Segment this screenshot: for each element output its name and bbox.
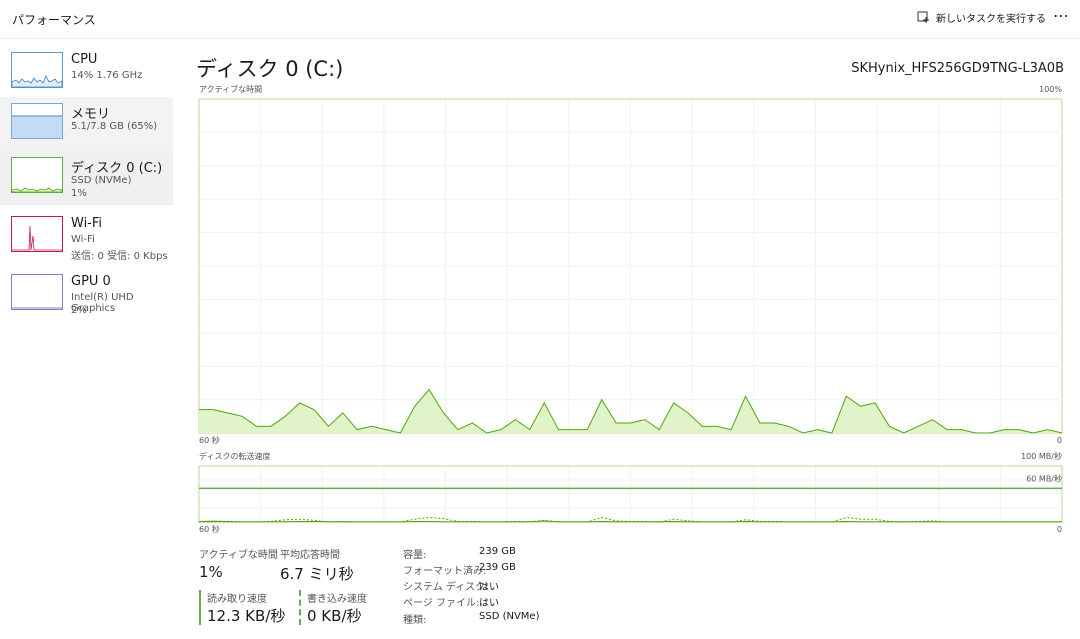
- run-task-button[interactable]: 新しいタスクを実行する: [917, 10, 1046, 25]
- write-rate-block: 書き込み速度 0 KB/秒: [299, 590, 367, 625]
- item-name: メモリ: [71, 107, 111, 122]
- run-task-icon: [917, 11, 929, 23]
- thumbnail: [11, 52, 63, 88]
- prop-key: システム ディスク:: [403, 582, 489, 593]
- y-tick-label: 60 MB/秒: [1026, 473, 1062, 483]
- prop-value: 239 GB: [479, 562, 516, 573]
- item-detail: Intel(R) UHD Graphics: [71, 292, 134, 314]
- prop-key: ページ ファイル:: [403, 598, 480, 609]
- run-task-label: 新しいタスクを実行する: [936, 14, 1046, 25]
- x-tick-label: 0: [1057, 436, 1062, 445]
- stat-value: 6.7 ミリ秒: [280, 565, 354, 583]
- area-line: [199, 388, 1063, 434]
- stat-value: 0 KB/秒: [307, 607, 362, 625]
- chart-title: ディスクの転送速度: [199, 451, 270, 461]
- sidebar-item[interactable]: Wi-Fi Wi-Fi 送信: 0 受信: 0 Kbps: [0, 210, 173, 264]
- thumbnail: [11, 103, 63, 139]
- chart-title: アクティブな時間: [199, 84, 262, 94]
- x-tick-label: 60 秒: [199, 435, 220, 445]
- stat-label: 平均応答時間: [280, 550, 340, 561]
- x-tick-label: 0: [1057, 525, 1062, 534]
- thumbnail: [11, 157, 63, 193]
- item-name: Wi-Fi: [71, 216, 103, 231]
- item-detail: SSD (NVMe): [71, 175, 132, 186]
- sidebar-item-selected[interactable]: ディスク 0 (C:) SSD (NVMe) 1%: [0, 151, 173, 205]
- header: パフォーマンス 新しいタスクを実行する ⋯: [0, 0, 1080, 39]
- charts: アクティブな時間 100% 60 秒 0 ディスクの転送速度 100 MB/秒 60 MB/…: [198, 84, 1063, 534]
- item-detail: 送信: 0 受信: 0 Kbps: [71, 251, 168, 262]
- disk-model: SKHynix_HFS256GD9TNG-L3A0B: [851, 61, 1064, 76]
- thumbnail: [11, 274, 63, 310]
- item-name: CPU: [71, 52, 98, 67]
- prop-key: 種類:: [403, 615, 427, 626]
- y-tick-label: 100 MB/秒: [1021, 451, 1062, 461]
- thumbnail: [11, 216, 63, 252]
- prop-value: はい: [479, 582, 499, 593]
- prop-key: 容量:: [403, 550, 427, 561]
- page-title: パフォーマンス: [12, 13, 96, 27]
- stat-value: 1%: [199, 563, 223, 581]
- prop-value: 239 GB: [479, 546, 516, 557]
- y-tick-label: 100%: [1039, 85, 1062, 94]
- stat-label: アクティブな時間: [199, 550, 278, 561]
- read-rate-block: 読み取り速度 12.3 KB/秒: [199, 590, 285, 625]
- stat-label: 書き込み速度: [307, 594, 367, 605]
- item-name: GPU 0: [71, 274, 111, 289]
- sidebar-item[interactable]: GPU 0 Intel(R) UHD Graphics 2%: [0, 268, 173, 322]
- more-button[interactable]: ⋯: [1053, 6, 1069, 25]
- sidebar-item[interactable]: メモリ 5.1/7.8 GB (65%): [0, 97, 173, 151]
- item-detail: 1%: [71, 188, 87, 199]
- stat-value: 12.3 KB/秒: [207, 607, 286, 625]
- prop-value: はい: [479, 598, 499, 609]
- prop-key: フォーマット済み:: [403, 566, 487, 577]
- item-detail: Wi-Fi: [71, 234, 95, 245]
- item-detail: 5.1/7.8 GB (65%): [71, 121, 158, 132]
- sidebar-item[interactable]: CPU 14% 1.76 GHz: [0, 46, 173, 100]
- item-name: ディスク 0 (C:): [71, 161, 163, 176]
- prop-value: SSD (NVMe): [479, 611, 540, 622]
- stat-label: 読み取り速度: [207, 594, 267, 605]
- x-tick-label: 60 秒: [199, 524, 220, 534]
- disk-title: ディスク 0 (C:): [196, 57, 344, 81]
- item-detail: 14% 1.76 GHz: [71, 70, 143, 81]
- item-detail: 2%: [71, 305, 87, 316]
- series-line: [199, 517, 1062, 523]
- area-fill: [199, 389, 1062, 433]
